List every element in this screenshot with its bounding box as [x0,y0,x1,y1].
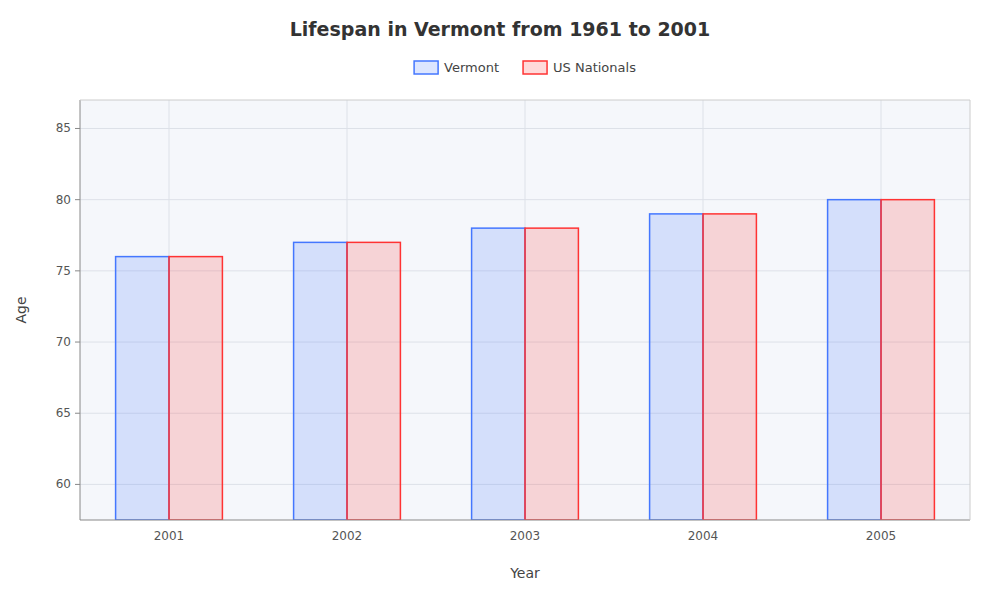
x-axis-label: Year [509,565,540,581]
y-tick [75,413,80,414]
legend-item: US Nationals [523,60,636,75]
legend-swatch [414,61,438,74]
y-tick [75,342,80,343]
y-tick-label: 60 [56,477,71,491]
chart: 60 65 70 75 80 85 2001 2002 2003 2004 2005 Lifespan… [0,0,1000,600]
y-axis-label: Age [13,296,29,323]
x-tick-label: 2001 [154,529,185,543]
y-tick-label: 85 [56,121,71,135]
y-tick [75,484,80,485]
bar [703,214,756,520]
bar [525,228,578,520]
x-axis-line [80,520,970,521]
y-tick-label: 75 [56,264,71,278]
y-tick-label: 70 [56,335,71,349]
y-axis-line [80,100,81,520]
title: Lifespan in Vermont from 1961 to 2001 [290,18,711,40]
plot-frame-top [80,100,970,101]
bar [116,257,169,520]
legend-label: US Nationals [553,60,636,75]
bar [881,200,934,520]
bar [650,214,703,520]
legend-label: Vermont [444,60,499,75]
x-tick-label: 2005 [866,529,897,543]
chart-container: 60 65 70 75 80 85 2001 2002 2003 2004 2005 Lifespan… [0,0,1000,600]
y-tick [75,128,80,129]
x-tick-label: 2004 [688,529,719,543]
x-tick-label: 2002 [332,529,363,543]
plot-frame-right [970,100,971,520]
y-tick-label: 80 [56,193,71,207]
y-tick-label: 65 [56,406,71,420]
legend: Vermont US Nationals [414,60,636,75]
plot-background [80,100,970,520]
bar [828,200,881,520]
bar [169,257,222,520]
legend-item: Vermont [414,60,499,75]
legend-swatch [523,61,547,74]
bar [347,242,400,520]
y-tick [75,199,80,200]
bars [116,200,935,520]
bar [294,242,347,520]
bar [472,228,525,520]
x-tick-label: 2003 [510,529,541,543]
y-tick [75,270,80,271]
